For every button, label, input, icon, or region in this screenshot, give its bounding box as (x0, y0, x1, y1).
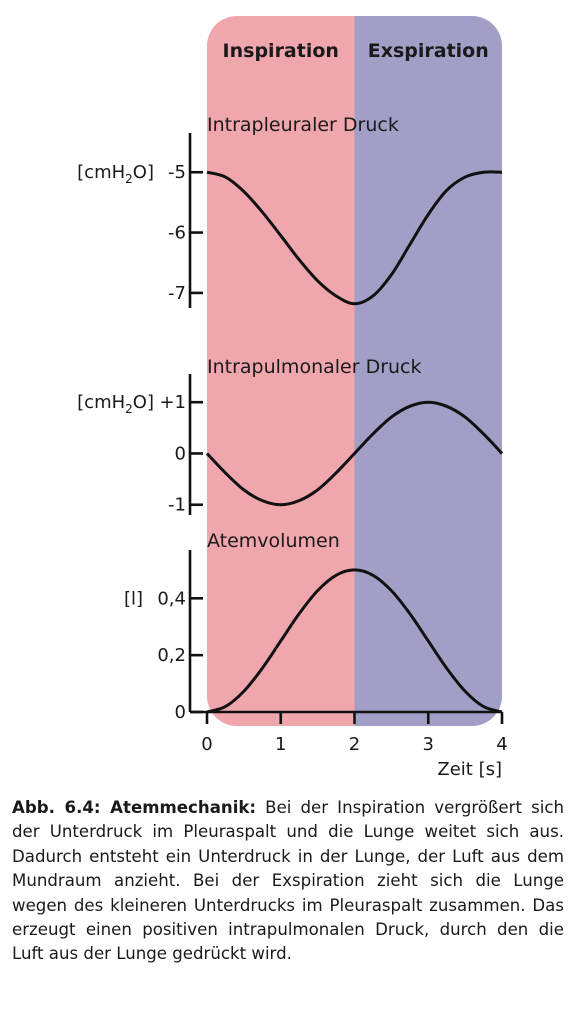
y-tick-label: -7 (168, 283, 186, 304)
panel-title: Intrapleuraler Druck (207, 114, 399, 136)
unit-end: O] (133, 162, 154, 183)
y-tick-label: -6 (168, 223, 186, 244)
panel-title: Atemvolumen (207, 530, 340, 552)
series-line (206, 568, 503, 714)
caption-label: Abb. 6.4: Atemmechanik: (12, 798, 257, 817)
unit-subscript: 2 (125, 172, 133, 186)
panel-2: Intrapulmonaler Druck +1 0 -1 [cmH2O] (77, 356, 504, 516)
y-tick-label: 0 (175, 702, 186, 723)
unit-main: [l] (124, 588, 143, 609)
panel-3: Atemvolumen 0,4 0,2 0 [l] (124, 530, 503, 723)
x-tick-label: 0 (201, 734, 212, 755)
figure-caption: Abb. 6.4: Atemmechanik: Bei der Inspirat… (12, 796, 564, 967)
unit-main: [cmH (77, 392, 125, 413)
y-unit-label: [l] (124, 588, 143, 609)
panel-title: Intrapulmonaler Druck (207, 356, 422, 378)
y-tick-label: 0,4 (157, 588, 186, 609)
y-tick-label: -1 (168, 495, 186, 516)
x-tick-label: 3 (423, 734, 434, 755)
y-tick-label: 0 (175, 443, 186, 464)
caption-text: Bei der Inspiration vergrößert sich der … (12, 798, 564, 964)
x-tick-label: 2 (349, 734, 360, 755)
y-tick-label: 0,2 (157, 645, 186, 666)
x-axis: 0 1 2 3 4 Zeit [s] (190, 710, 508, 780)
x-tick-label: 4 (496, 734, 507, 755)
panel-1: Intrapleuraler Druck -5 -6 -7 [cmH2O] (77, 114, 503, 308)
phase-band-exspiration (354, 16, 502, 726)
y-unit-label: [cmH2O] (77, 392, 154, 416)
y-tick-label: +1 (159, 392, 186, 413)
unit-subscript: 2 (125, 402, 133, 416)
unit-end: O] (133, 392, 154, 413)
unit-main: [cmH (77, 162, 125, 183)
x-axis-label: Zeit [s] (437, 759, 502, 780)
y-tick-label: -5 (168, 162, 186, 183)
phase-label-exspiration: Exspiration (368, 40, 489, 62)
chart-panels: Intrapleuraler Druck-5-6-7[cmH2O]Intrapu… (77, 114, 504, 723)
series-line (205, 400, 504, 507)
x-tick-label: 1 (275, 734, 286, 755)
y-unit-label: [cmH2O] (77, 162, 154, 186)
series-line (206, 170, 503, 306)
atemmechanik-chart: Inspiration Exspiration Intrapleuraler Dr… (77, 16, 508, 780)
phase-label-inspiration: Inspiration (223, 40, 339, 62)
